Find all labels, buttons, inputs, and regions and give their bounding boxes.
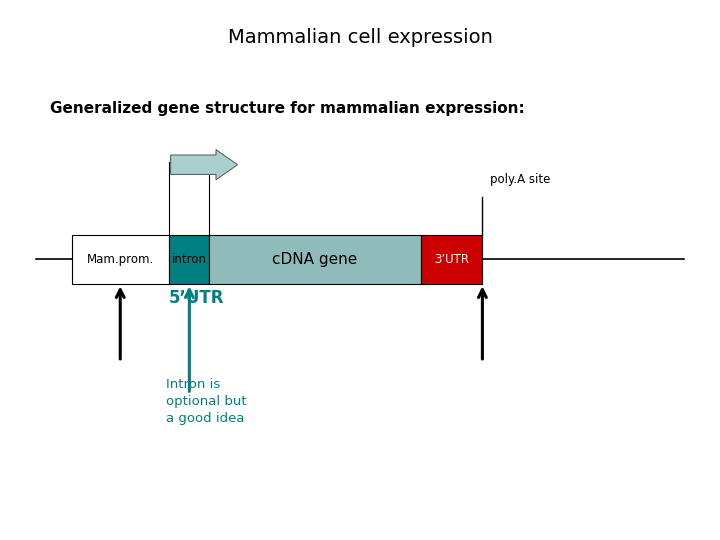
FancyBboxPatch shape bbox=[169, 235, 209, 284]
Text: Mammalian cell expression: Mammalian cell expression bbox=[228, 28, 492, 48]
Text: Generalized gene structure for mammalian expression:: Generalized gene structure for mammalian… bbox=[50, 100, 525, 116]
Polygon shape bbox=[171, 150, 238, 180]
Text: poly.A site: poly.A site bbox=[490, 173, 550, 186]
Text: intron: intron bbox=[171, 253, 207, 266]
FancyBboxPatch shape bbox=[169, 162, 209, 235]
Text: cDNA gene: cDNA gene bbox=[272, 252, 358, 267]
Text: Intron is
optional but
a good idea: Intron is optional but a good idea bbox=[166, 378, 246, 425]
FancyBboxPatch shape bbox=[421, 235, 482, 284]
Text: 5’UTR: 5’UTR bbox=[169, 289, 225, 307]
Text: 3’UTR: 3’UTR bbox=[434, 253, 469, 266]
Text: Mam.prom.: Mam.prom. bbox=[87, 253, 154, 266]
FancyBboxPatch shape bbox=[209, 235, 421, 284]
FancyBboxPatch shape bbox=[72, 235, 169, 284]
